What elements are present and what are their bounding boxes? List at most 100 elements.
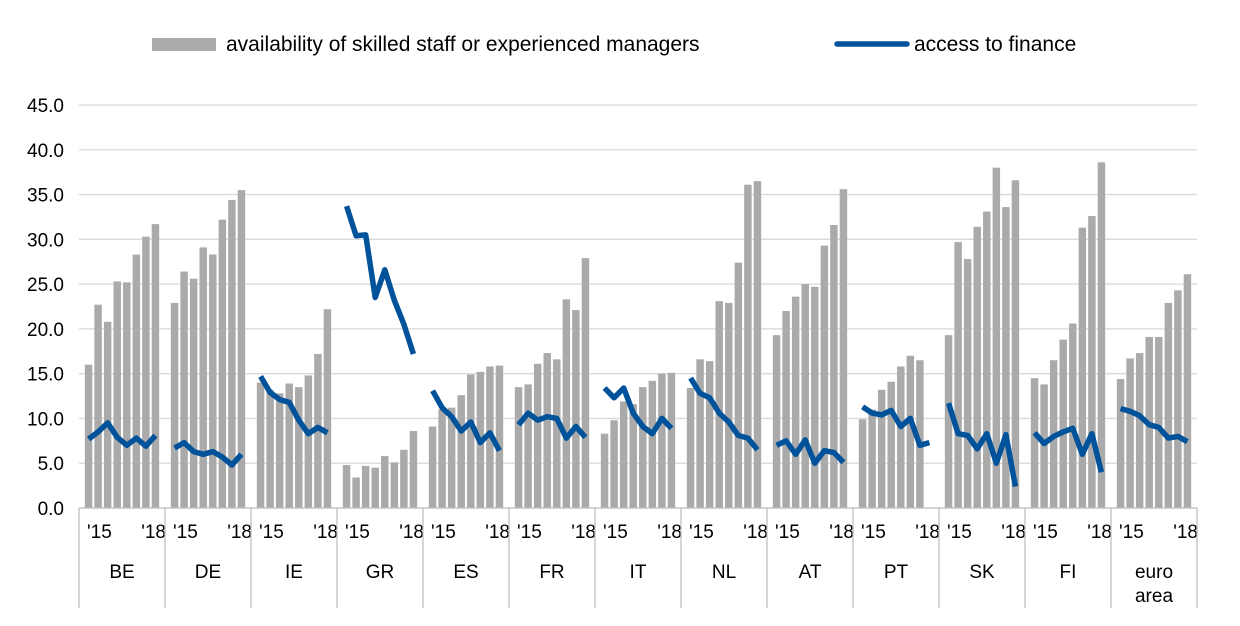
bar xyxy=(323,309,332,508)
x-tick-year-end: '18 xyxy=(829,522,854,543)
bar xyxy=(495,365,504,508)
bar xyxy=(897,366,905,508)
x-tick-year-end: '18 xyxy=(743,522,768,543)
line-access-to-finance xyxy=(1119,405,1189,445)
bar xyxy=(830,225,838,508)
y-tick-label: 5.0 xyxy=(38,454,64,475)
x-tick-year-start: '15 xyxy=(1033,522,1058,543)
x-group-label: PT xyxy=(884,562,909,583)
line-access-to-finance xyxy=(775,437,846,466)
bar xyxy=(275,393,284,508)
bar xyxy=(1174,290,1182,508)
bar xyxy=(1059,339,1067,508)
bar xyxy=(390,462,399,508)
bar xyxy=(304,375,313,508)
line-access-to-finance xyxy=(688,376,760,452)
bar xyxy=(639,387,647,508)
bar xyxy=(667,372,676,508)
x-tick-year-start: '15 xyxy=(689,522,714,543)
x-tick-year-end: '18 xyxy=(915,522,940,543)
bar xyxy=(619,401,628,508)
bar xyxy=(199,247,207,509)
bar xyxy=(906,355,915,508)
bar xyxy=(209,254,217,508)
x-group-label: SK xyxy=(969,562,995,583)
bar xyxy=(123,282,131,508)
bar xyxy=(1155,336,1163,508)
legend-label-access-to-finance: access to finance xyxy=(914,33,1076,56)
y-tick-label: 15.0 xyxy=(27,365,64,386)
x-tick-year-start: '15 xyxy=(775,522,800,543)
legend-label-skilled-staff: availability of skilled staff or experie… xyxy=(226,33,700,56)
bar xyxy=(467,374,475,508)
y-tick-label: 20.0 xyxy=(27,320,64,341)
bar xyxy=(973,226,981,508)
bar xyxy=(744,184,752,508)
bar xyxy=(1002,207,1010,509)
x-group-label: area xyxy=(1135,586,1173,607)
bar xyxy=(103,321,112,508)
bar xyxy=(983,211,991,508)
bar xyxy=(1116,379,1125,508)
bar xyxy=(342,465,351,508)
x-tick-year-end: '18 xyxy=(227,522,252,543)
x-group-label: FR xyxy=(539,562,564,583)
bar xyxy=(801,284,809,508)
x-group-label: FI xyxy=(1060,562,1077,583)
x-group-label: GR xyxy=(366,562,395,583)
bar xyxy=(734,262,743,508)
bar xyxy=(811,286,819,508)
x-tick-year-start: '15 xyxy=(517,522,542,543)
bar xyxy=(1135,353,1144,508)
legend: availability of skilled staff or experie… xyxy=(152,33,1076,56)
bar xyxy=(438,409,446,508)
y-tick-label: 30.0 xyxy=(27,230,64,251)
y-tick-label: 35.0 xyxy=(27,186,64,207)
bar xyxy=(562,299,571,508)
x-group-label: IE xyxy=(285,562,303,583)
bar xyxy=(791,296,800,508)
bar xyxy=(686,387,695,508)
bar xyxy=(94,304,102,508)
legend-swatch-bar xyxy=(152,38,216,51)
bar xyxy=(381,456,389,508)
bar xyxy=(1126,358,1134,508)
line-series xyxy=(86,205,1189,487)
x-tick-year-end: '18 xyxy=(571,522,596,543)
bar xyxy=(543,353,551,508)
line-access-to-finance xyxy=(343,205,417,355)
bar xyxy=(858,419,867,508)
x-tick-year-start: '15 xyxy=(431,522,456,543)
bar xyxy=(142,236,150,508)
bar xyxy=(610,420,618,508)
x-tick-year-end: '18 xyxy=(1001,522,1026,543)
x-tick-year-start: '15 xyxy=(861,522,886,543)
bar xyxy=(447,407,456,508)
line-access-to-finance xyxy=(86,420,158,449)
line-access-to-finance xyxy=(173,439,244,468)
x-tick-year-end: '18 xyxy=(657,522,682,543)
bar xyxy=(151,224,160,508)
y-tick-label: 0.0 xyxy=(38,499,64,520)
x-tick-year-end: '18 xyxy=(485,522,510,543)
line-access-to-finance xyxy=(945,402,1019,487)
x-group-label: IT xyxy=(630,562,647,583)
x-tick-year-end: '18 xyxy=(1173,522,1198,543)
bar xyxy=(1183,274,1192,508)
x-group-label: DE xyxy=(195,562,221,583)
x-group-label: BE xyxy=(109,562,134,583)
line-access-to-finance xyxy=(258,375,329,437)
x-tick-year-start: '15 xyxy=(173,522,198,543)
bar xyxy=(600,433,609,508)
bar xyxy=(113,281,121,508)
y-tick-label: 45.0 xyxy=(27,96,64,117)
bar xyxy=(132,254,141,508)
bar xyxy=(533,363,542,508)
bar xyxy=(218,219,227,508)
bar xyxy=(228,199,236,508)
x-tick-year-end: '18 xyxy=(313,522,338,543)
bar xyxy=(705,361,714,508)
x-tick-year-start: '15 xyxy=(345,522,370,543)
bar xyxy=(553,359,561,508)
